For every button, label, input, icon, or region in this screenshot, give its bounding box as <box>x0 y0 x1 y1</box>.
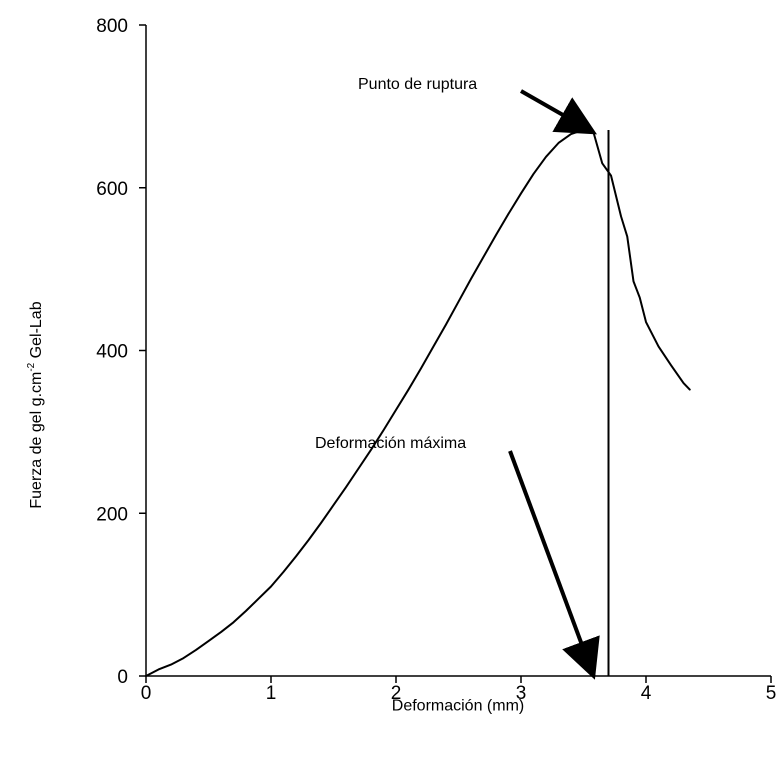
axes <box>145 25 771 677</box>
y-tick-label: 200 <box>96 504 128 525</box>
x-axis-title: Deformación (mm) <box>392 697 524 714</box>
x-tick-label: 5 <box>766 683 777 704</box>
y-axis-title-main: Fuerza de gel g.cm <box>28 372 45 509</box>
x-tick-label: 1 <box>266 683 277 704</box>
y-tick-label: 600 <box>96 179 128 200</box>
x-ticks: 0 1 2 3 4 5 <box>141 676 777 704</box>
annotation-max-deformation-label: Deformación máxima <box>315 435 466 452</box>
x-tick-label: 2 <box>391 683 402 704</box>
x-tick-label: 3 <box>516 683 527 704</box>
y-axis-title-superscript: -2 <box>26 362 37 371</box>
y-tick-label: 800 <box>96 16 128 37</box>
y-tick-label: 0 <box>117 667 128 688</box>
force-deformation-line <box>145 128 691 677</box>
y-axis-title: Fuerza de gel g.cm-2 Gel-Lab <box>26 301 45 508</box>
x-tick-label: 4 <box>641 683 652 704</box>
y-ticks: 0 200 400 600 800 <box>96 16 146 688</box>
series-layer <box>145 128 691 677</box>
y-tick-label: 400 <box>96 342 128 363</box>
annotation-rupture-point-arrow <box>520 89 597 135</box>
annotation-layer: Punto de ruptura Deformación máxima <box>315 76 600 680</box>
x-tick-label: 0 <box>141 683 152 704</box>
y-axis-title-suffix: Gel-Lab <box>28 301 45 362</box>
annotation-max-deformation-arrow <box>508 450 600 680</box>
annotation-rupture-point-label: Punto de ruptura <box>358 76 477 93</box>
